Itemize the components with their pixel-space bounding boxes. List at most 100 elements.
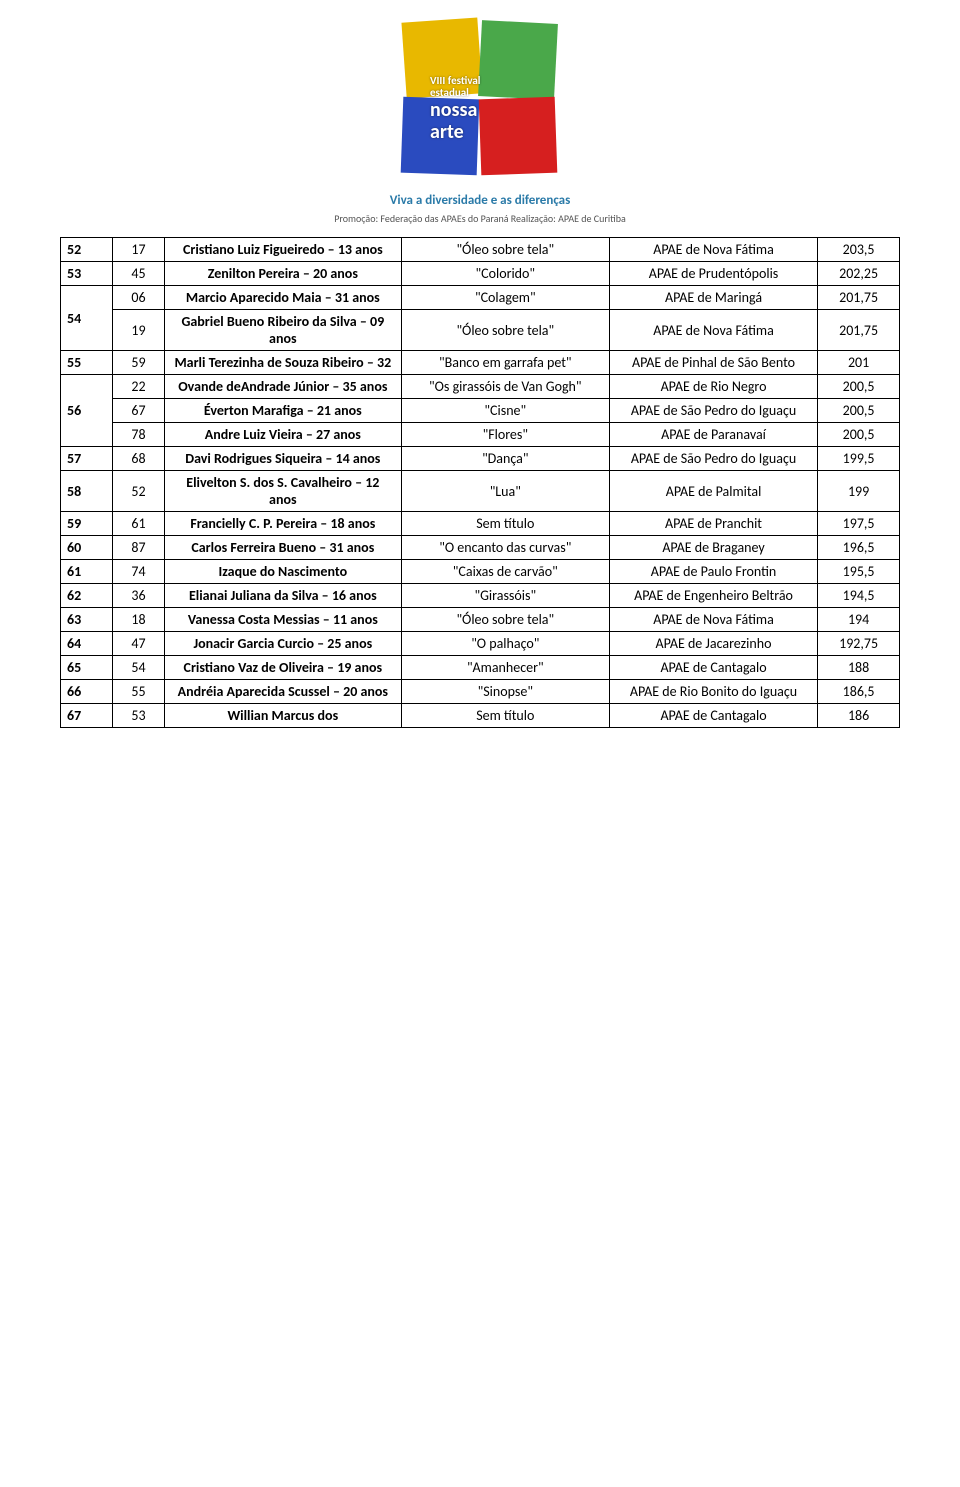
artwork-title-cell: "Sinopse" (401, 680, 609, 704)
table-row: 6554Cristiano Vaz de Oliveira – 19 anos"… (61, 656, 900, 680)
entry-number-cell: 47 (112, 632, 164, 656)
entry-number-cell: 22 (112, 375, 164, 399)
entry-number-cell: 87 (112, 536, 164, 560)
rank-cell: 65 (61, 656, 113, 680)
table-row: 6174Izaque do Nascimento"Caixas de carvã… (61, 560, 900, 584)
score-cell: 197,5 (818, 512, 900, 536)
participant-name-cell: Elivelton S. dos S. Cavalheiro – 12 anos (164, 471, 401, 512)
participant-name-cell: Vanessa Costa Messias – 11 anos (164, 608, 401, 632)
header-logo-area: VIII festival estadual nossa arte Viva a… (60, 20, 900, 225)
participant-name-cell: Andre Luiz Vieira – 27 anos (164, 423, 401, 447)
institution-cell: APAE de Cantagalo (609, 656, 817, 680)
table-row: 6087Carlos Ferreira Bueno – 31 anos"O en… (61, 536, 900, 560)
entry-number-cell: 36 (112, 584, 164, 608)
artwork-title-cell: "Caixas de carvão" (401, 560, 609, 584)
entry-number-cell: 78 (112, 423, 164, 447)
results-table: 5217Cristiano Luiz Figueiredo – 13 anos"… (60, 237, 900, 728)
entry-number-cell: 55 (112, 680, 164, 704)
artwork-title-cell: "Lua" (401, 471, 609, 512)
logo-line4: arte (430, 120, 464, 144)
rank-cell: 57 (61, 447, 113, 471)
rank-cell: 60 (61, 536, 113, 560)
table-row: 5559Marli Terezinha de Souza Ribeiro – 3… (61, 351, 900, 375)
institution-cell: APAE de Maringá (609, 286, 817, 310)
table-row: 67Éverton Marafiga – 21 anos"Cisne"APAE … (61, 399, 900, 423)
table-row: 5768Davi Rodrigues Siqueira – 14 anos"Da… (61, 447, 900, 471)
artwork-title-cell: "Cisne" (401, 399, 609, 423)
institution-cell: APAE de Palmital (609, 471, 817, 512)
table-body: 5217Cristiano Luiz Figueiredo – 13 anos"… (61, 238, 900, 728)
participant-name-cell: Andréia Aparecida Scussel – 20 anos (164, 680, 401, 704)
logo-line3: nossa (430, 98, 477, 122)
institution-cell: APAE de Engenheiro Beltrão (609, 584, 817, 608)
participant-name-cell: Éverton Marafiga – 21 anos (164, 399, 401, 423)
table-row: 5217Cristiano Luiz Figueiredo – 13 anos"… (61, 238, 900, 262)
table-row: 5345Zenilton Pereira – 20 anos"Colorido"… (61, 262, 900, 286)
score-cell: 201,75 (818, 286, 900, 310)
logo-text: VIII festival estadual nossa arte (430, 75, 481, 143)
participant-name-cell: Izaque do Nascimento (164, 560, 401, 584)
table-row: 78Andre Luiz Vieira – 27 anos"Flores"APA… (61, 423, 900, 447)
page: VIII festival estadual nossa arte Viva a… (0, 0, 960, 748)
entry-number-cell: 52 (112, 471, 164, 512)
score-cell: 200,5 (818, 423, 900, 447)
rank-cell: 52 (61, 238, 113, 262)
festival-logo: VIII festival estadual nossa arte (400, 20, 560, 180)
score-cell: 199 (818, 471, 900, 512)
score-cell: 201,75 (818, 310, 900, 351)
institution-cell: APAE de Rio Bonito do Iguaçu (609, 680, 817, 704)
promo-line: Promoção: Federação das APAEs do Paraná … (60, 212, 900, 225)
participant-name-cell: Marli Terezinha de Souza Ribeiro – 32 (164, 351, 401, 375)
institution-cell: APAE de Pranchit (609, 512, 817, 536)
institution-cell: APAE de Paranavaí (609, 423, 817, 447)
rank-cell: 56 (61, 375, 113, 447)
table-row: 6318Vanessa Costa Messias – 11 anos"Óleo… (61, 608, 900, 632)
rank-cell: 53 (61, 262, 113, 286)
rank-cell: 55 (61, 351, 113, 375)
table-row: 5406Marcio Aparecido Maia – 31 anos"Cola… (61, 286, 900, 310)
rank-cell: 61 (61, 560, 113, 584)
artwork-title-cell: "Amanhecer" (401, 656, 609, 680)
table-row: 19Gabriel Bueno Ribeiro da Silva – 09 an… (61, 310, 900, 351)
participant-name-cell: Zenilton Pereira – 20 anos (164, 262, 401, 286)
rank-cell: 58 (61, 471, 113, 512)
entry-number-cell: 19 (112, 310, 164, 351)
participant-name-cell: Carlos Ferreira Bueno – 31 anos (164, 536, 401, 560)
entry-number-cell: 17 (112, 238, 164, 262)
participant-name-cell: Marcio Aparecido Maia – 31 anos (164, 286, 401, 310)
entry-number-cell: 54 (112, 656, 164, 680)
artwork-title-cell: "Dança" (401, 447, 609, 471)
score-cell: 200,5 (818, 375, 900, 399)
entry-number-cell: 61 (112, 512, 164, 536)
institution-cell: APAE de Paulo Frontin (609, 560, 817, 584)
institution-cell: APAE de Nova Fátima (609, 238, 817, 262)
rank-cell: 59 (61, 512, 113, 536)
institution-cell: APAE de Prudentópolis (609, 262, 817, 286)
rank-cell: 63 (61, 608, 113, 632)
artwork-title-cell: "Os girassóis de Van Gogh" (401, 375, 609, 399)
score-cell: 199,5 (818, 447, 900, 471)
entry-number-cell: 45 (112, 262, 164, 286)
artwork-title-cell: "Óleo sobre tela" (401, 310, 609, 351)
entry-number-cell: 74 (112, 560, 164, 584)
institution-cell: APAE de Braganey (609, 536, 817, 560)
artwork-title-cell: "O palhaço" (401, 632, 609, 656)
logo-square-br (479, 97, 558, 176)
logo-line2: estadual (430, 86, 469, 99)
artwork-title-cell: "Colagem" (401, 286, 609, 310)
artwork-title-cell: "Colorido" (401, 262, 609, 286)
score-cell: 200,5 (818, 399, 900, 423)
table-row: 5622Ovande deAndrade Júnior – 35 anos"Os… (61, 375, 900, 399)
artwork-title-cell: "Óleo sobre tela" (401, 608, 609, 632)
participant-name-cell: Cristiano Vaz de Oliveira – 19 anos (164, 656, 401, 680)
score-cell: 192,75 (818, 632, 900, 656)
institution-cell: APAE de Nova Fátima (609, 608, 817, 632)
artwork-title-cell: "Girassóis" (401, 584, 609, 608)
entry-number-cell: 68 (112, 447, 164, 471)
logo-square-tr (478, 20, 558, 100)
score-cell: 201 (818, 351, 900, 375)
rank-cell: 66 (61, 680, 113, 704)
score-cell: 196,5 (818, 536, 900, 560)
table-row: 5961Francielly C. P. Pereira – 18 anosSe… (61, 512, 900, 536)
score-cell: 202,25 (818, 262, 900, 286)
